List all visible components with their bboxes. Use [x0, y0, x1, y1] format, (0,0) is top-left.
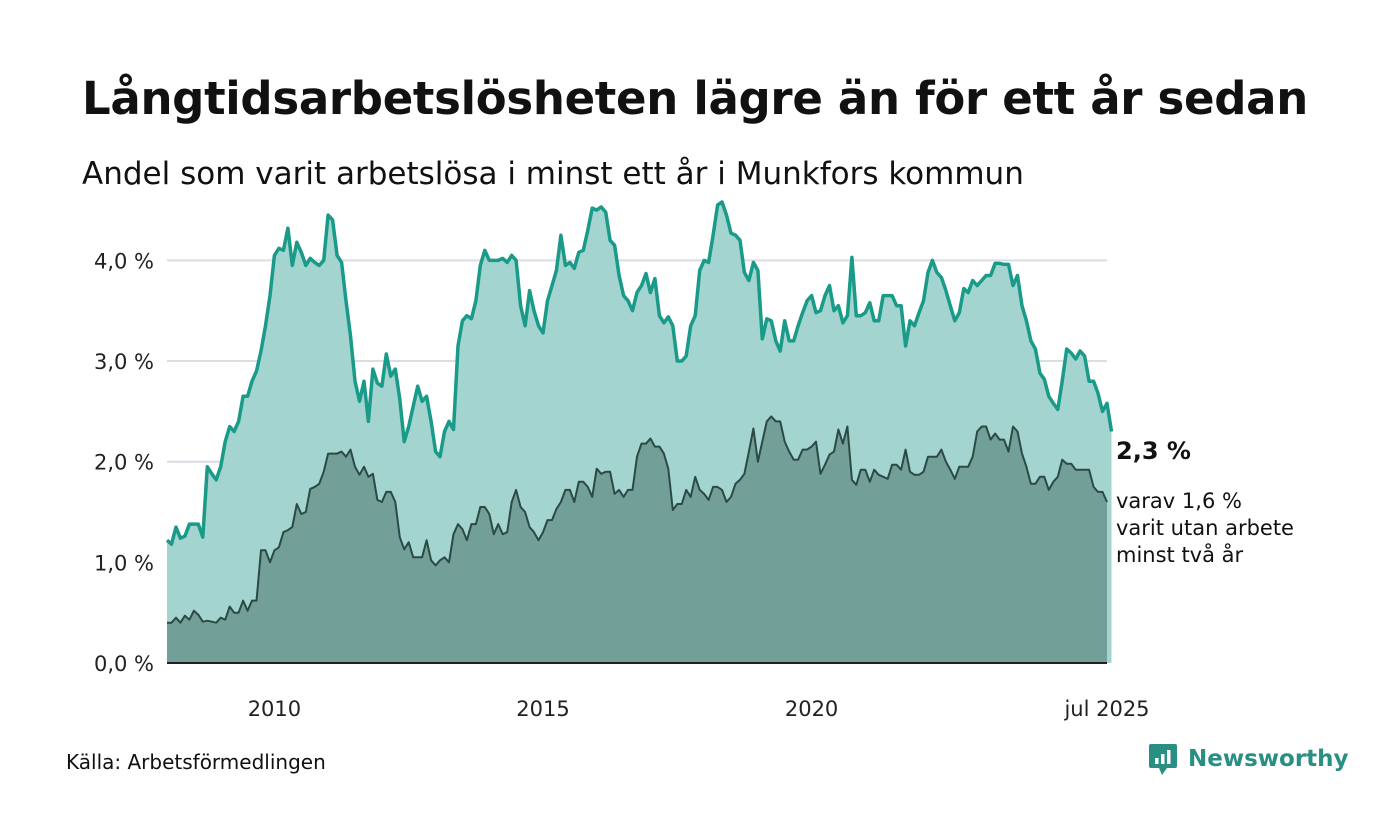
line-one-year [165, 200, 1114, 546]
x-axis-labels: 2010 2015 2020 jul 2025 [248, 697, 1150, 721]
y-tick-label: 0,0 % [94, 652, 154, 676]
y-tick-label: 4,0 % [94, 249, 154, 273]
area-chart: 0,0 % 1,0 % 2,0 % 3,0 % 4,0 % 2010 2015 2020 ju… [94, 200, 1294, 721]
last-value-label: 2,3 % [1116, 437, 1191, 465]
y-tick-label: 3,0 % [94, 350, 154, 374]
annotation-line-2: varit utan arbete [1116, 516, 1294, 540]
y-tick-label: 1,0 % [94, 551, 154, 575]
x-tick-label: 2010 [248, 697, 301, 721]
newsworthy-logo-icon [1149, 744, 1177, 775]
x-tick-label: jul 2025 [1063, 697, 1149, 721]
chart-subtitle: Andel som varit arbetslösa i minst ett å… [82, 156, 1024, 192]
y-tick-label: 2,0 % [94, 451, 154, 475]
brand[interactable]: Newsworthy [1148, 742, 1349, 776]
source-note: Källa: Arbetsförmedlingen [66, 750, 326, 774]
y-axis-labels: 0,0 % 1,0 % 2,0 % 3,0 % 4,0 % [94, 249, 154, 676]
annotation-line-1: varav 1,6 % [1116, 489, 1242, 513]
brand-name: Newsworthy [1188, 746, 1349, 772]
annotation-line-3: minst två år [1116, 542, 1244, 567]
x-tick-label: 2015 [516, 697, 569, 721]
line-two-years [167, 415, 1108, 624]
x-tick-label: 2020 [785, 697, 838, 721]
chart-title: Långtidsarbetslösheten lägre än för ett … [82, 72, 1308, 125]
